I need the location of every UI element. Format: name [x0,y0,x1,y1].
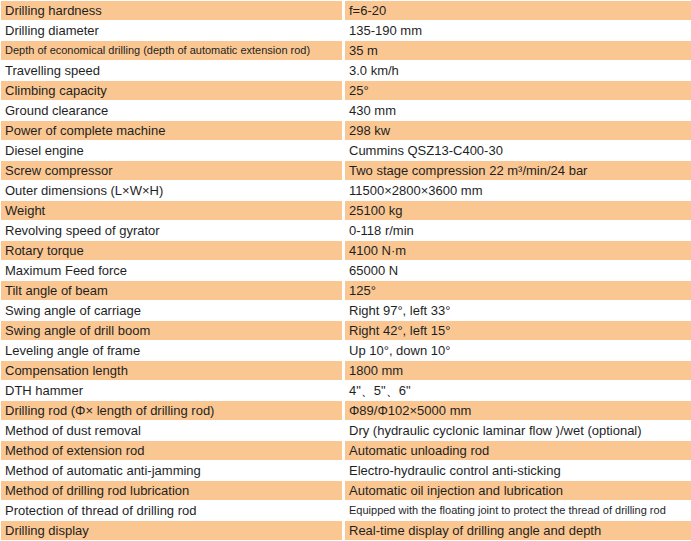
spec-value-cell: Right 97°, left 33° [345,301,691,321]
spec-value-cell: 11500×2800×3600 mm [345,181,691,201]
spec-value-cell: 135-190 mm [345,21,691,41]
table-row: Outer dimensions (L×W×H) 11500×2800×3600… [1,181,691,201]
spec-value-cell: 298 kw [345,121,691,141]
spec-value-cell: Equipped with the floating joint to prot… [345,501,691,521]
table-row: Rotary torque 4100 N·m [1,241,691,261]
spec-label-cell: Swing angle of carriage [1,301,345,321]
spec-label-cell: Method of extension rod [1,441,345,461]
spec-label-cell: Leveling angle of frame [1,341,345,361]
spec-value-cell: Two stage compression 22 m³/min/24 bar [345,161,691,181]
spec-value-cell: Right 42°, left 15° [345,321,691,341]
spec-label-cell: Maximum Feed force [1,261,345,281]
spec-label-cell: Compensation length [1,361,345,381]
table-row: Swing angle of carriage Right 97°, left … [1,301,691,321]
specs-table: Drilling hardness f=6-20 Drilling diamet… [0,0,691,541]
spec-value-cell: Dry (hydraulic cyclonic laminar flow )/w… [345,421,691,441]
spec-label-cell: Method of automatic anti-jamming [1,461,345,481]
spec-value-cell: 0-118 r/min [345,221,691,241]
spec-value-cell: Electro-hydraulic control anti-sticking [345,461,691,481]
spec-label-cell: Tilt angle of beam [1,281,345,301]
spec-label-cell: Drilling rod (Φ× length of drilling rod) [1,401,345,421]
spec-value-cell: 65000 N [345,261,691,281]
table-row: Power of complete machine 298 kw [1,121,691,141]
spec-label-cell: Method of dust removal [1,421,345,441]
spec-label-cell: Rotary torque [1,241,345,261]
spec-value-cell: 4100 N·m [345,241,691,261]
spec-label-cell: Travelling speed [1,61,345,81]
spec-value-cell: 125° [345,281,691,301]
spec-label-cell: Climbing capacity [1,81,345,101]
spec-label-cell: Diesel engine [1,141,345,161]
spec-label-cell: Weight [1,201,345,221]
spec-label-cell: Swing angle of drill boom [1,321,345,341]
table-row: Swing angle of drill boom Right 42°, lef… [1,321,691,341]
spec-label-cell: Outer dimensions (L×W×H) [1,181,345,201]
table-row: Drilling display Real-time display of dr… [1,521,691,541]
spec-label-cell: Screw compressor [1,161,345,181]
spec-value-cell: 3.0 km/h [345,61,691,81]
spec-value-cell: 25° [345,81,691,101]
spec-value-cell: Cummins QSZ13-C400-30 [345,141,691,161]
table-row: Method of dust removal Dry (hydraulic cy… [1,421,691,441]
table-row: Depth of economical drilling (depth of a… [1,41,691,61]
table-row: Drilling hardness f=6-20 [1,1,691,21]
table-row: Tilt angle of beam 125° [1,281,691,301]
table-row: Weight 25100 kg [1,201,691,221]
spec-value-cell: Φ89/Φ102×5000 mm [345,401,691,421]
spec-label-cell: Drilling display [1,521,345,541]
spec-label-cell: Power of complete machine [1,121,345,141]
spec-value-cell: 35 m [345,41,691,61]
spec-label-cell: Method of drilling rod lubrication [1,481,345,501]
spec-label-cell: Depth of economical drilling (depth of a… [1,41,345,61]
table-row: Screw compressor Two stage compression 2… [1,161,691,181]
table-row: Leveling angle of frame Up 10°, down 10° [1,341,691,361]
spec-value-cell: Real-time display of drilling angle and … [345,521,691,541]
spec-label-cell: DTH hammer [1,381,345,401]
table-row: Revolving speed of gyrator 0-118 r/min [1,221,691,241]
table-row: Protection of thread of drilling rod Equ… [1,501,691,521]
spec-label-cell: Drilling hardness [1,1,345,21]
table-row: Maximum Feed force 65000 N [1,261,691,281]
table-row: Ground clearance 430 mm [1,101,691,121]
spec-value-cell: 430 mm [345,101,691,121]
spec-label-cell: Revolving speed of gyrator [1,221,345,241]
table-row: Compensation length 1800 mm [1,361,691,381]
spec-value-cell: 1800 mm [345,361,691,381]
spec-label-cell: Ground clearance [1,101,345,121]
table-row: Method of automatic anti-jamming Electro… [1,461,691,481]
table-row: Climbing capacity 25° [1,81,691,101]
spec-value-cell: Automatic unloading rod [345,441,691,461]
spec-value-cell: Automatic oil injection and lubrication [345,481,691,501]
table-row: DTH hammer 4"、5"、6" [1,381,691,401]
spec-value-cell: 25100 kg [345,201,691,221]
spec-label-cell: Protection of thread of drilling rod [1,501,345,521]
table-row: Method of extension rod Automatic unload… [1,441,691,461]
table-row: Drilling diameter 135-190 mm [1,21,691,41]
spec-value-cell: Up 10°, down 10° [345,341,691,361]
spec-label-cell: Drilling diameter [1,21,345,41]
spec-value-cell: f=6-20 [345,1,691,21]
table-row: Method of drilling rod lubrication Autom… [1,481,691,501]
table-row: Diesel engine Cummins QSZ13-C400-30 [1,141,691,161]
table-row: Travelling speed 3.0 km/h [1,61,691,81]
spec-value-cell: 4"、5"、6" [345,381,691,401]
table-row: Drilling rod (Φ× length of drilling rod)… [1,401,691,421]
